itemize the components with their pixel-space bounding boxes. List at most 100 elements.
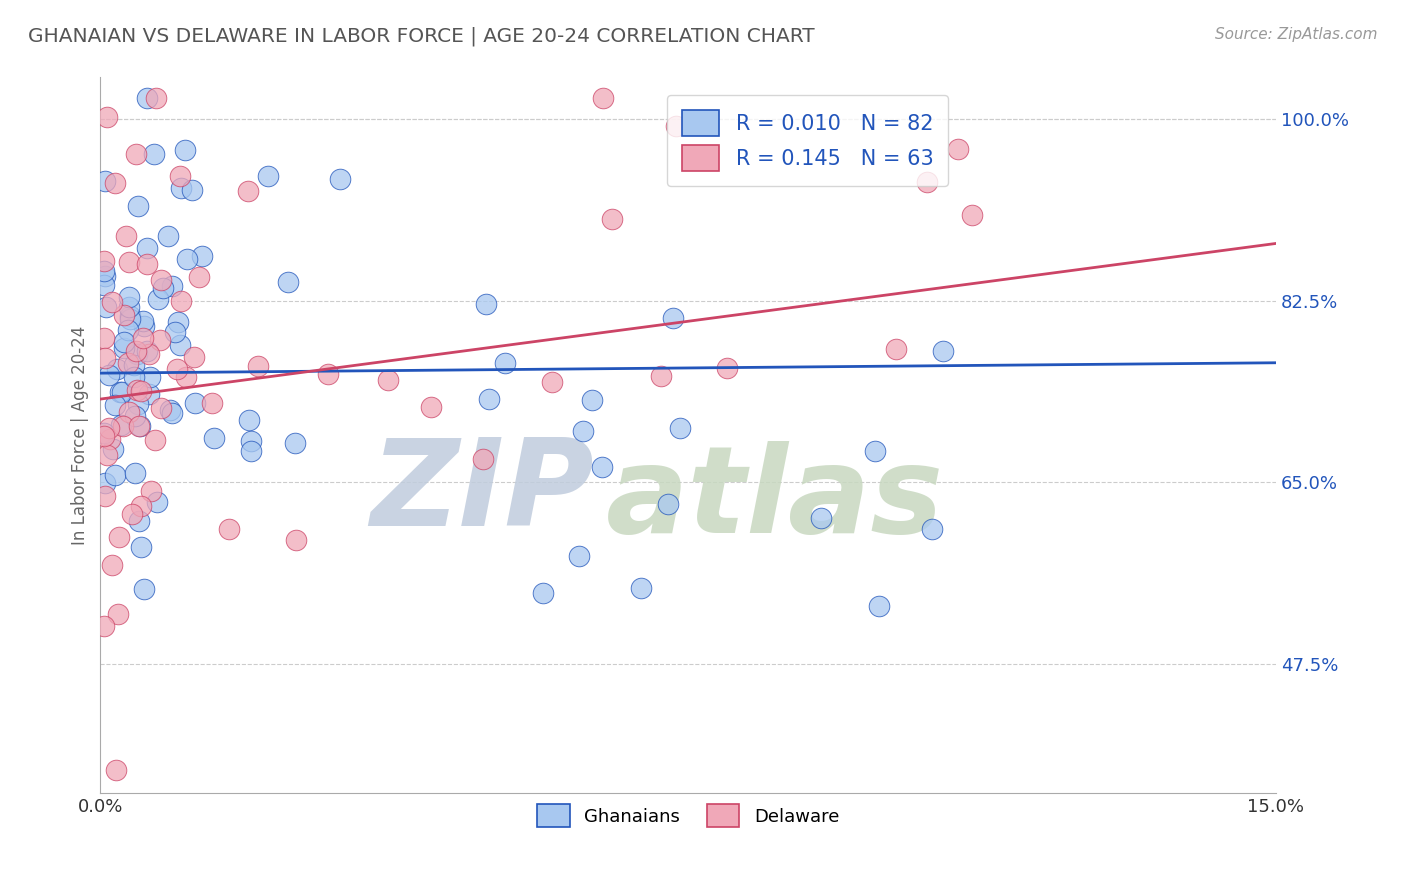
Point: [201, 395, 224, 409]
Point: [118, 290, 141, 304]
Point: [101, 295, 124, 310]
Point: [93, 253, 115, 268]
Text: Source: ZipAtlas.com: Source: ZipAtlas.com: [1215, 27, 1378, 42]
Point: [166, 315, 188, 329]
Point: [98, 368, 121, 382]
Point: [665, 120, 688, 134]
Point: [377, 374, 399, 388]
Point: [118, 312, 141, 326]
Point: [494, 356, 516, 370]
Point: [118, 300, 141, 314]
Point: [152, 281, 174, 295]
Point: [139, 370, 162, 384]
Point: [149, 401, 172, 416]
Point: [94, 269, 117, 284]
Text: atlas: atlas: [606, 442, 943, 558]
Point: [915, 176, 938, 190]
Point: [104, 763, 127, 777]
Point: [98, 421, 121, 435]
Point: [478, 392, 501, 407]
Point: [127, 199, 149, 213]
Point: [128, 418, 150, 433]
Point: [865, 444, 887, 458]
Point: [568, 549, 591, 563]
Point: [170, 293, 193, 308]
Point: [121, 507, 143, 521]
Text: GHANAIAN VS DELAWARE IN LABOR FORCE | AGE 20-24 CORRELATION CHART: GHANAIAN VS DELAWARE IN LABOR FORCE | AG…: [28, 27, 814, 46]
Point: [107, 607, 129, 621]
Point: [125, 343, 148, 358]
Point: [284, 436, 307, 450]
Point: [129, 541, 152, 555]
Point: [886, 343, 908, 357]
Point: [124, 409, 146, 424]
Point: [246, 359, 269, 373]
Point: [160, 279, 183, 293]
Point: [316, 368, 339, 382]
Point: [135, 257, 157, 271]
Point: [122, 370, 145, 384]
Point: [329, 172, 352, 186]
Point: [277, 276, 299, 290]
Point: [96, 448, 118, 462]
Point: [112, 334, 135, 349]
Point: [716, 361, 738, 376]
Legend: Ghanaians, Delaware: Ghanaians, Delaware: [530, 797, 846, 834]
Point: [163, 325, 186, 339]
Y-axis label: In Labor Force | Age 20-24: In Labor Force | Age 20-24: [72, 326, 89, 545]
Point: [93, 263, 115, 277]
Point: [650, 368, 672, 383]
Point: [128, 514, 150, 528]
Point: [257, 169, 280, 184]
Point: [104, 176, 127, 190]
Point: [169, 337, 191, 351]
Point: [540, 375, 562, 389]
Point: [93, 619, 115, 633]
Point: [657, 497, 679, 511]
Point: [218, 522, 240, 536]
Point: [118, 255, 141, 269]
Point: [184, 395, 207, 409]
Point: [108, 530, 131, 544]
Point: [131, 314, 153, 328]
Point: [946, 142, 969, 156]
Point: [581, 392, 603, 407]
Point: [139, 483, 162, 498]
Point: [156, 229, 179, 244]
Point: [118, 405, 141, 419]
Point: [174, 143, 197, 157]
Point: [238, 413, 260, 427]
Point: [93, 475, 115, 490]
Point: [108, 384, 131, 399]
Point: [572, 424, 595, 438]
Point: [110, 417, 132, 432]
Point: [142, 146, 165, 161]
Point: [127, 396, 149, 410]
Point: [204, 431, 226, 445]
Point: [166, 362, 188, 376]
Point: [239, 443, 262, 458]
Point: [129, 500, 152, 514]
Point: [159, 403, 181, 417]
Point: [125, 383, 148, 397]
Point: [600, 211, 623, 226]
Point: [112, 341, 135, 355]
Point: [531, 586, 554, 600]
Point: [100, 558, 122, 572]
Text: ZIP: ZIP: [370, 434, 595, 551]
Point: [94, 174, 117, 188]
Point: [117, 323, 139, 337]
Point: [129, 384, 152, 398]
Point: [98, 433, 121, 447]
Point: [93, 489, 115, 503]
Point: [932, 344, 955, 359]
Point: [591, 460, 613, 475]
Point: [419, 400, 441, 414]
Point: [122, 358, 145, 372]
Point: [238, 184, 260, 198]
Point: [128, 419, 150, 434]
Point: [125, 347, 148, 361]
Point: [630, 581, 652, 595]
Point: [810, 511, 832, 525]
Point: [94, 351, 117, 365]
